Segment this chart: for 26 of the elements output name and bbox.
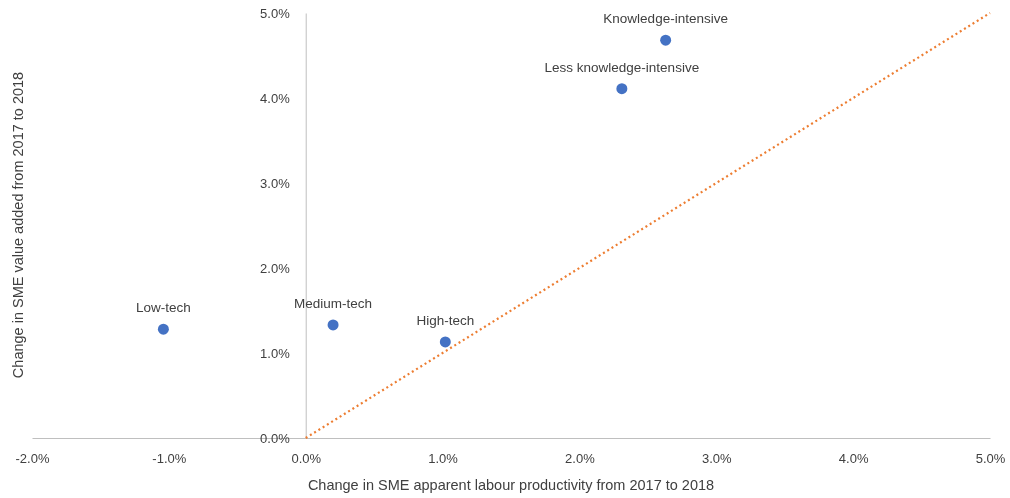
- x-tick-label: 5.0%: [975, 451, 1006, 467]
- y-tick-label: 2.0%: [260, 260, 291, 276]
- point: [616, 83, 628, 95]
- point: [660, 34, 672, 46]
- x-tick-label: 1.0%: [428, 451, 459, 467]
- x-tick-label: 3.0%: [701, 451, 733, 467]
- x-tick-label: -2.0%: [15, 451, 50, 467]
- y-tick-label: 1.0%: [260, 345, 291, 361]
- point: [327, 319, 339, 331]
- x-tick-label: 0.0%: [291, 451, 322, 467]
- point: [157, 323, 169, 335]
- annotation: High-tech: [416, 312, 475, 328]
- annotation: Knowledge-intensive: [603, 11, 728, 27]
- point: [439, 336, 451, 348]
- y-tick-label: 5.0%: [260, 5, 291, 21]
- x-tick-label: 2.0%: [565, 451, 596, 467]
- y-tick-label: 0.0%: [260, 430, 291, 446]
- y-tick-label: 4.0%: [260, 90, 291, 106]
- x-axis-title: Change in SME apparent labour productivity from 2017 to 2018: [307, 477, 715, 493]
- y-axis-title: Change in SME value added from 2017 to 2018: [10, 71, 26, 379]
- x-tick-label: 4.0%: [838, 451, 869, 467]
- annotation: Less knowledge-intensive: [544, 59, 700, 75]
- annotation: Low-tech: [135, 300, 191, 316]
- annotation: Medium-tech: [294, 295, 373, 311]
- x-tick-label: -1.0%: [152, 451, 187, 467]
- y-tick-label: 3.0%: [260, 175, 291, 191]
